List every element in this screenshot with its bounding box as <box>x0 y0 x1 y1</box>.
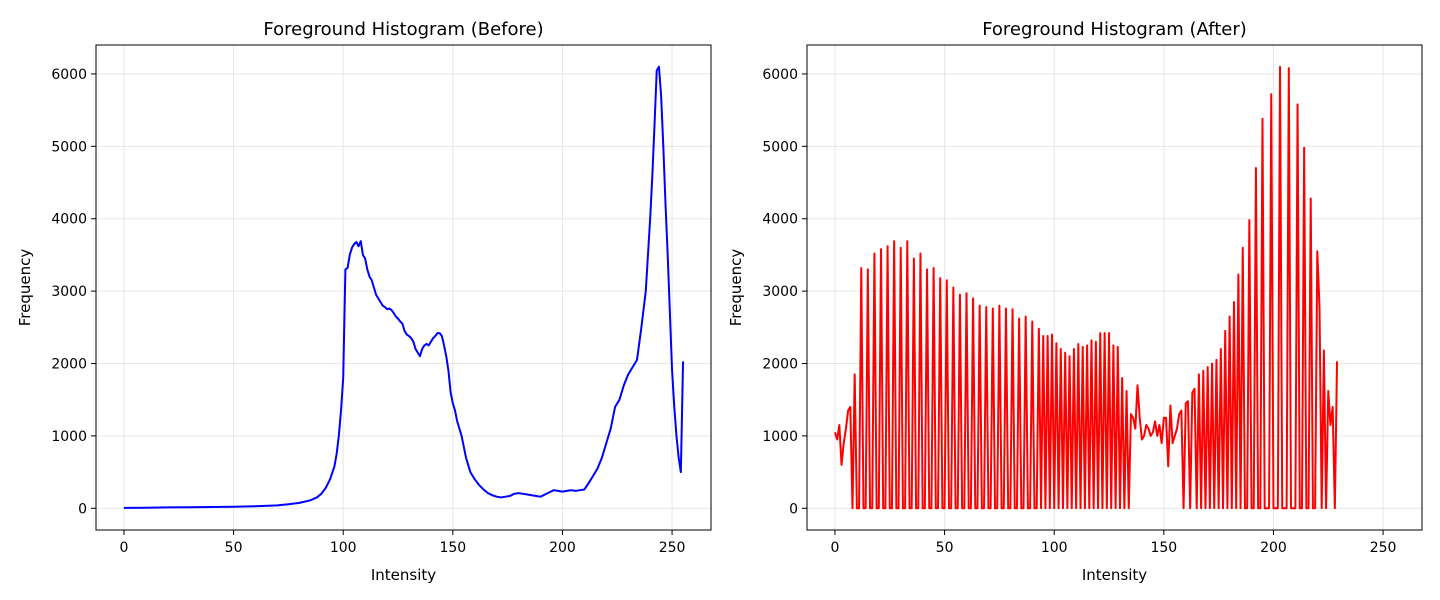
series-line-after-0 <box>833 65 1339 510</box>
x-tick-label-after: 100 <box>1041 540 1068 556</box>
x-tick-label-after: 200 <box>1260 540 1287 556</box>
y-tick-label-before: 6000 <box>51 67 87 83</box>
x-tick-label-before: 250 <box>659 540 686 556</box>
series-line-before-0 <box>123 65 685 509</box>
series-before <box>123 65 685 509</box>
y-tick-label-after: 4000 <box>762 212 798 228</box>
y-axis-label-after: Frequency <box>727 249 745 327</box>
y-tick-label-before: 1000 <box>51 429 87 445</box>
x-ticks-after: 0 50 100 150 200 250 <box>830 530 1396 556</box>
x-tick-label-before: 100 <box>330 540 357 556</box>
chart-title-after: Foreground Histogram (After) <box>982 19 1247 40</box>
grid-before <box>96 45 711 530</box>
x-tick-label-before: 0 <box>119 540 128 556</box>
x-axis-label-before: Intensity <box>371 566 436 584</box>
x-tick-label-after: 150 <box>1150 540 1177 556</box>
y-tick-label-after: 1000 <box>762 429 798 445</box>
chart-title-before: Foreground Histogram (Before) <box>263 19 543 40</box>
axes-frame-after <box>806 44 1423 531</box>
y-ticks-after: 0 1000 2000 3000 4000 5000 6000 <box>762 67 807 517</box>
y-axis-label-before: Frequency <box>16 249 34 327</box>
x-axis-label-after: Intensity <box>1082 566 1147 584</box>
chart-after: 0 50 100 150 200 250 0 1000 2000 3000 4000 5000 600… <box>727 19 1423 584</box>
x-tick-label-after: 0 <box>830 540 839 556</box>
y-tick-label-after: 6000 <box>762 67 798 83</box>
chart-before: 0 50 100 150 200 250 0 1000 2000 3000 4000 5000 600… <box>16 19 712 584</box>
y-tick-label-before: 2000 <box>51 357 87 373</box>
series-after <box>833 65 1339 510</box>
y-tick-label-after: 2000 <box>762 357 798 373</box>
y-tick-label-before: 5000 <box>51 139 87 155</box>
axes-frame-before <box>95 44 712 531</box>
x-tick-label-before: 150 <box>439 540 466 556</box>
x-tick-label-before: 50 <box>225 540 243 556</box>
x-tick-label-after: 50 <box>936 540 954 556</box>
y-tick-label-before: 4000 <box>51 212 87 228</box>
x-ticks-before: 0 50 100 150 200 250 <box>119 530 685 556</box>
x-tick-label-before: 200 <box>549 540 576 556</box>
y-tick-label-before: 0 <box>78 501 87 517</box>
y-tick-label-before: 3000 <box>51 284 87 300</box>
y-tick-label-after: 3000 <box>762 284 798 300</box>
x-tick-label-after: 250 <box>1370 540 1397 556</box>
y-tick-label-after: 5000 <box>762 139 798 155</box>
y-ticks-before: 0 1000 2000 3000 4000 5000 6000 <box>51 67 96 517</box>
y-tick-label-after: 0 <box>789 501 798 517</box>
